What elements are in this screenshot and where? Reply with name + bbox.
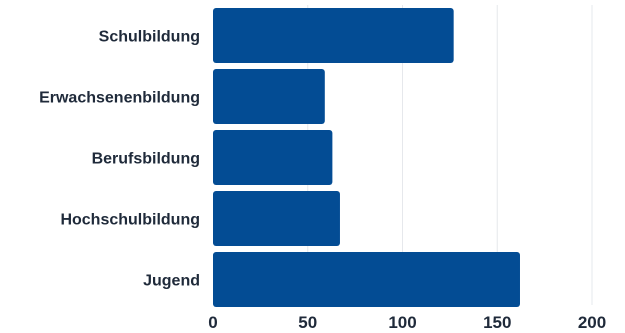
x-tick-label: 200 [578,313,606,332]
x-tick-label: 50 [298,313,317,332]
bar-berufsbildung [213,130,333,185]
category-label: Berufsbildung [92,151,200,168]
category-label: Jugend [143,273,200,290]
bar-schulbildung [213,8,454,63]
bars [213,8,520,307]
x-axis-ticks: 0 50 100 150 200 [208,313,606,332]
bar-erwachsenenbildung [213,69,325,124]
category-label: Hochschulbildung [60,212,200,229]
bar-jugend [213,252,520,307]
bar-hochschulbildung [213,191,340,246]
x-tick-label: 0 [208,313,217,332]
x-tick-label: 100 [388,313,416,332]
x-tick-label: 150 [483,313,511,332]
category-label: Erwachsenenbildung [39,90,200,107]
category-label: Schulbildung [99,29,200,46]
category-labels: Schulbildung Erwachsenenbildung Berufsbild… [39,29,200,290]
